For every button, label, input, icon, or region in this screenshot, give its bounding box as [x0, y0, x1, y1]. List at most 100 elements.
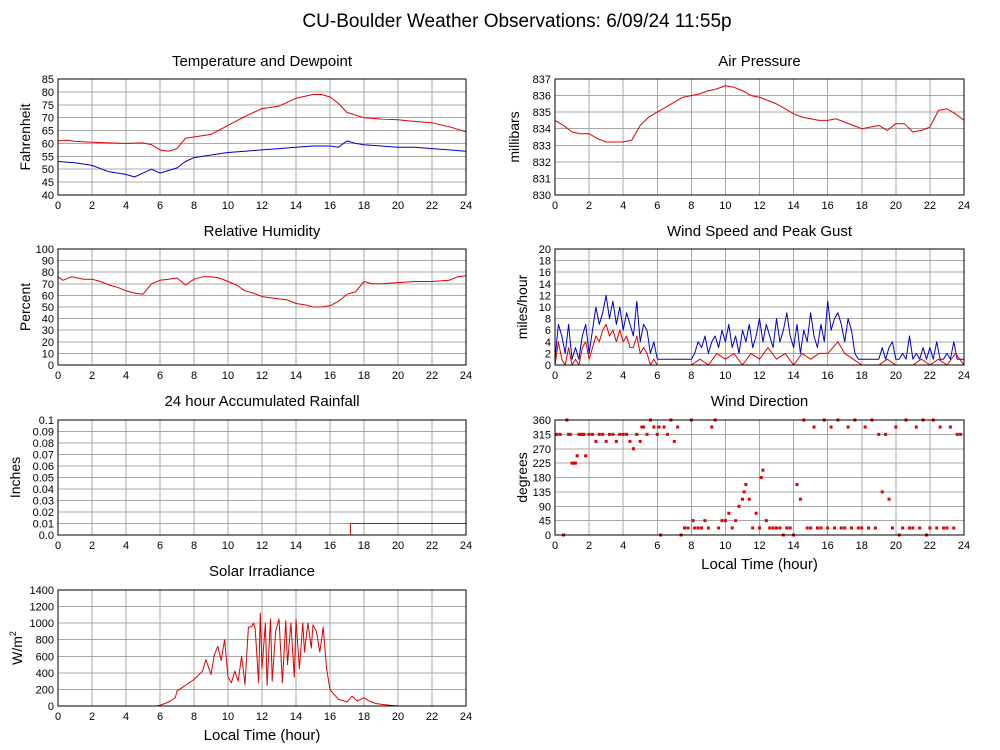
x-tick-label: 16	[324, 200, 336, 212]
x-tick-label: 14	[787, 540, 799, 552]
y-tick-label: 30	[42, 325, 54, 337]
data-point	[582, 432, 586, 436]
y-tick-label: 70	[42, 113, 54, 125]
data-point	[839, 526, 843, 530]
data-point	[788, 526, 792, 530]
plot-frame	[554, 419, 965, 536]
x-tick-label: 8	[191, 711, 197, 723]
y-tick-label: 0.02	[33, 507, 54, 519]
data-point	[575, 454, 579, 458]
plot-frame	[57, 419, 467, 536]
x-tick-label: 2	[586, 200, 592, 212]
y-tick-label: 831	[533, 173, 551, 185]
y-tick-label: 75	[42, 100, 54, 112]
x-tick-label: 6	[157, 200, 163, 212]
x-tick-label: 10	[222, 200, 234, 212]
x-tick-label: 22	[924, 200, 936, 212]
data-point	[754, 511, 758, 515]
y-tick-label: 4	[545, 337, 551, 349]
x-tick-label: 6	[157, 370, 163, 382]
y-tick-label: 65	[42, 126, 54, 138]
y-tick-label: 2	[545, 348, 551, 360]
y-tick-label: 0.06	[33, 461, 54, 473]
data-point	[890, 526, 894, 530]
y-tick-label: 800	[36, 635, 54, 647]
data-point	[734, 519, 738, 523]
data-point	[618, 432, 622, 436]
data-point	[730, 526, 734, 530]
y-axis-label: Fahrenheit	[17, 103, 33, 170]
x-tick-label: 12	[256, 540, 268, 552]
x-tick-label: 20	[392, 711, 404, 723]
data-point	[846, 425, 850, 429]
data-point	[710, 425, 714, 429]
x-tick-label: 22	[426, 711, 438, 723]
x-tick-label: 8	[191, 370, 197, 382]
x-tick-label: 18	[856, 540, 868, 552]
data-point	[935, 526, 939, 530]
x-tick-label: 20	[890, 370, 902, 382]
y-axis-label-text: degrees	[514, 452, 530, 503]
x-tick-label: 14	[290, 370, 302, 382]
data-point	[850, 526, 854, 530]
data-point	[747, 497, 751, 501]
plot-frame	[57, 589, 467, 707]
data-point	[555, 432, 559, 436]
series-line-1	[554, 85, 965, 143]
data-point	[771, 526, 775, 530]
data-point	[645, 432, 649, 436]
data-point	[809, 526, 813, 530]
x-tick-label: 8	[688, 200, 694, 212]
y-axis-label-text: Fahrenheit	[17, 103, 33, 170]
x-tick-label: 2	[89, 200, 95, 212]
data-point	[631, 447, 635, 451]
y-tick-label: 1400	[30, 585, 54, 597]
data-point	[795, 483, 799, 487]
y-axis-label: W/m2	[8, 631, 25, 665]
y-tick-label: 60	[42, 290, 54, 302]
data-point	[652, 425, 656, 429]
y-tick-label: 0.07	[33, 450, 54, 462]
data-point	[742, 490, 746, 494]
x-tick-label: 24	[958, 370, 970, 382]
plot-frame	[554, 78, 965, 196]
series-line-1	[57, 275, 467, 308]
x-tick-label: 14	[290, 540, 302, 552]
y-tick-label: 830	[533, 190, 551, 202]
y-tick-label: 0	[48, 360, 54, 372]
x-tick-label: 6	[157, 540, 163, 552]
y-tick-label: 6	[545, 325, 551, 337]
y-tick-label: 0.1	[39, 415, 54, 427]
data-point	[758, 526, 761, 530]
data-point	[948, 425, 952, 429]
y-tick-label: 20	[42, 337, 54, 349]
y-axis-label-text: miles/hour	[514, 274, 530, 339]
y-tick-label: 832	[533, 157, 551, 169]
y-tick-label: 20	[539, 244, 551, 256]
plot-frame	[57, 248, 467, 366]
x-tick-label: 20	[392, 370, 404, 382]
data-point	[744, 483, 748, 487]
data-point	[572, 461, 576, 465]
y-tick-label: 135	[533, 487, 551, 499]
data-point	[597, 432, 601, 436]
x-tick-label: 18	[856, 370, 868, 382]
data-point	[577, 432, 581, 436]
y-tick-label: 837	[533, 74, 551, 86]
data-point	[914, 425, 918, 429]
y-axis-label: miles/hour	[514, 274, 530, 339]
chart-title: Wind Speed and Peak Gust	[667, 223, 853, 240]
data-point	[867, 526, 871, 530]
data-point	[614, 439, 618, 443]
x-tick-label: 0	[55, 540, 61, 552]
chart-title: Relative Humidity	[204, 223, 321, 240]
data-point	[558, 432, 562, 436]
data-point	[638, 439, 642, 443]
x-tick-label: 8	[191, 200, 197, 212]
data-point	[798, 497, 802, 501]
x-tick-label: 22	[426, 540, 438, 552]
y-tick-label: 14	[539, 279, 551, 291]
